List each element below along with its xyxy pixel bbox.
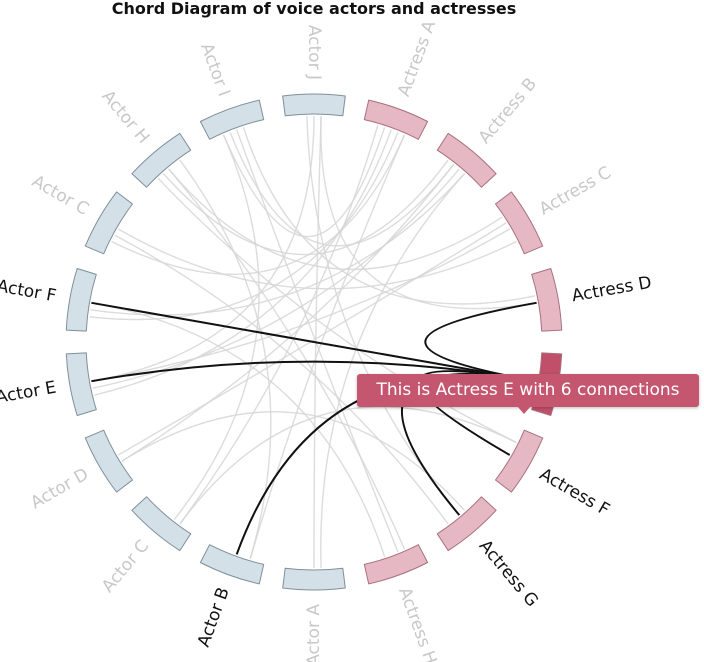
arc-actress-c-2[interactable] — [495, 191, 544, 255]
arc-actress-b-1[interactable] — [436, 132, 497, 188]
chord-actress-f-actor-h[interactable] — [157, 177, 517, 444]
label-actor-i-16: Actor I — [196, 41, 234, 100]
arc-actress-d-3[interactable] — [531, 268, 563, 332]
arc-actor-d-11[interactable] — [84, 429, 133, 493]
label-actor-c-14: Actor C — [28, 171, 92, 219]
label-actor-f-13: Actor F — [0, 276, 58, 306]
label-actress-g-6: Actress G — [475, 536, 542, 611]
label-actor-a-8: Actor A — [304, 604, 324, 662]
label-actor-h-15: Actor H — [97, 87, 153, 148]
arc-actress-a-0[interactable] — [363, 99, 429, 140]
label-actor-j-17: Actor J — [304, 25, 324, 80]
chord-actor-c-actor-i[interactable] — [173, 134, 260, 521]
label-actor-d-11: Actor D — [27, 464, 92, 513]
chord-actress-c-actor-c[interactable] — [117, 228, 517, 290]
chord-actress-d-actor-i[interactable] — [242, 127, 536, 305]
arc-actor-h-15[interactable] — [131, 132, 192, 188]
tooltip: This is Actress E with 6 connections — [357, 374, 699, 407]
arc-actor-e-12[interactable] — [65, 352, 97, 416]
chord-actor-h-actress-c[interactable] — [168, 168, 503, 271]
chord-actress-e-actress-d[interactable] — [424, 301, 537, 383]
chord-actor-f-actress-a[interactable] — [89, 131, 399, 321]
chord-actress-b-actor-a[interactable] — [320, 173, 466, 568]
tooltip-arrow — [517, 406, 531, 414]
arc-actress-h-7[interactable] — [363, 544, 429, 585]
chord-actor-e-actress-b[interactable] — [92, 168, 460, 389]
arc-actor-a-8[interactable] — [282, 567, 346, 591]
arc-actress-g-6[interactable] — [436, 496, 497, 552]
label-actress-c-2: Actress C — [536, 163, 615, 220]
chord-actor-d-actress-c[interactable] — [117, 222, 507, 456]
label-actor-c-10: Actor C — [98, 536, 153, 596]
label-actress-a-0: Actress A — [394, 18, 440, 100]
chord-actress-a-actor-e[interactable] — [94, 129, 392, 396]
chord-actress-f-actor-c[interactable] — [179, 406, 517, 525]
label-actress-h-7: Actress H — [394, 585, 440, 662]
chord-actor-i-actress-b[interactable] — [229, 131, 455, 247]
label-actress-d-3: Actress D — [570, 273, 653, 307]
arcs-layer — [65, 93, 563, 591]
label-actress-b-1: Actress B — [475, 74, 541, 148]
arc-actor-f-13[interactable] — [65, 268, 97, 332]
chord-actress-c-actor-e[interactable] — [91, 228, 511, 382]
chord-actress-g-actor-d[interactable] — [121, 411, 466, 511]
label-actor-b-9: Actor B — [194, 585, 234, 650]
chord-actress-d-actor-j[interactable] — [320, 116, 537, 310]
arc-actor-c-10[interactable] — [131, 496, 192, 552]
label-actor-e-12: Actor E — [0, 378, 58, 408]
arc-actor-i-16[interactable] — [199, 99, 265, 140]
chord-actor-b-actor-h[interactable] — [179, 159, 272, 559]
chord-actor-j-actor-e[interactable] — [91, 115, 315, 382]
chord-actress-e-actor-f[interactable] — [91, 301, 537, 383]
chord-actress-e-actor-e[interactable] — [91, 360, 537, 383]
chords-layer — [89, 115, 537, 569]
chord-actress-a-actor-i[interactable] — [222, 127, 386, 238]
chord-actress-b-actor-f[interactable] — [90, 173, 466, 316]
label-actress-f-5: Actress F — [536, 464, 613, 520]
diagram-title: Chord Diagram of voice actors and actres… — [112, 0, 517, 18]
chord-actress-h-actor-h[interactable] — [168, 168, 406, 550]
arc-actor-c-14[interactable] — [84, 191, 133, 255]
arc-actor-b-9[interactable] — [199, 544, 265, 585]
arc-actress-f-5[interactable] — [495, 429, 544, 493]
chord-actress-a-actor-b[interactable] — [249, 134, 406, 559]
chord-actress-b-actor-d[interactable] — [121, 163, 455, 462]
chord-actress-a-actor-c[interactable] — [179, 125, 379, 525]
arc-actor-j-17[interactable] — [282, 93, 346, 117]
chord-actress-h-actor-f[interactable] — [91, 302, 386, 557]
